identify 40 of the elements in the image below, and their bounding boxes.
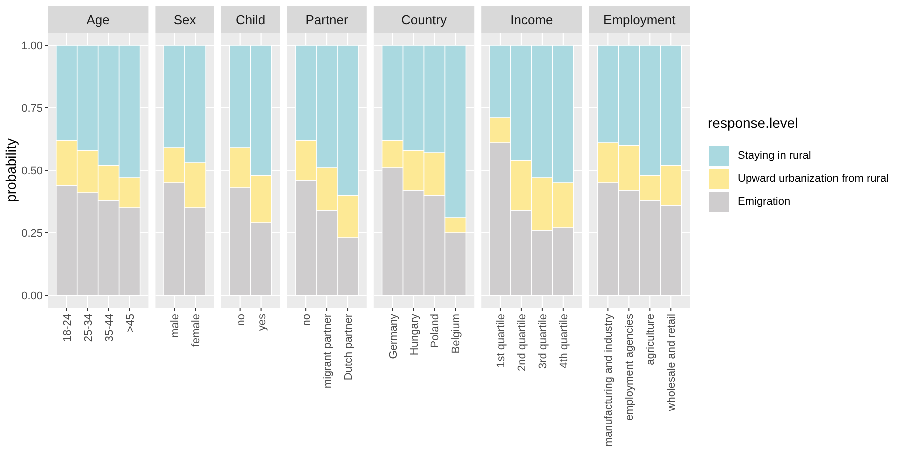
x-tick-label: agriculture (645, 314, 658, 366)
x-tick-label: no (235, 314, 248, 326)
x-tick-label: male (170, 314, 182, 338)
y-tick-label: 0.75 (22, 103, 43, 115)
x-tick-label: Dutch partner (343, 314, 356, 381)
chart-title: Employment (604, 12, 676, 28)
x-tick-label: 18-24 (62, 314, 74, 342)
x-tick-label: 4th quartile (558, 314, 570, 368)
chart-title: Income (510, 12, 554, 28)
x-tick-label: no (301, 314, 314, 326)
legend-label: Emigration (738, 196, 791, 208)
x-tick-label: 1st quartile (495, 314, 508, 368)
y-tick-label: 1.00 (22, 40, 43, 52)
x-tick-label: wholesale and retail (666, 314, 678, 412)
x-tick-label: 3rd quartile (537, 314, 550, 370)
y-tick-label: 0.50 (22, 166, 43, 178)
x-tick-label: Germany (388, 314, 400, 360)
y-axis-title: probability (3, 138, 19, 202)
chart-title: Partner (306, 12, 350, 28)
x-tick-label: migrant partner (322, 314, 334, 389)
x-tick-label: employment agencies (624, 314, 636, 422)
legend-title: response.level (708, 115, 798, 131)
y-tick-label: 0.25 (22, 228, 43, 240)
x-tick-label: yes (256, 314, 268, 332)
x-tick-label: 35-44 (104, 314, 116, 342)
x-tick-label: manufacturing and industry (603, 314, 616, 447)
chart-title: Child (236, 12, 266, 28)
x-tick-label: Poland (430, 314, 442, 348)
text: Staying in rural (738, 150, 812, 162)
x-tick-label: >45 (124, 314, 137, 333)
chart-title: Sex (174, 12, 197, 28)
x-tick-label: female (190, 314, 203, 348)
legend-label: Upward urbanization from rural (738, 173, 890, 185)
x-tick-label: Hungary (408, 314, 421, 356)
x-tick-label: Belgium (450, 314, 463, 354)
x-tick-label: 25-34 (82, 314, 95, 342)
x-tick-label: 2nd quartile (516, 314, 528, 372)
chart-title: Country (401, 12, 448, 28)
chart-title: Age (86, 12, 110, 28)
y-tick-label: 0.00 (22, 290, 43, 302)
